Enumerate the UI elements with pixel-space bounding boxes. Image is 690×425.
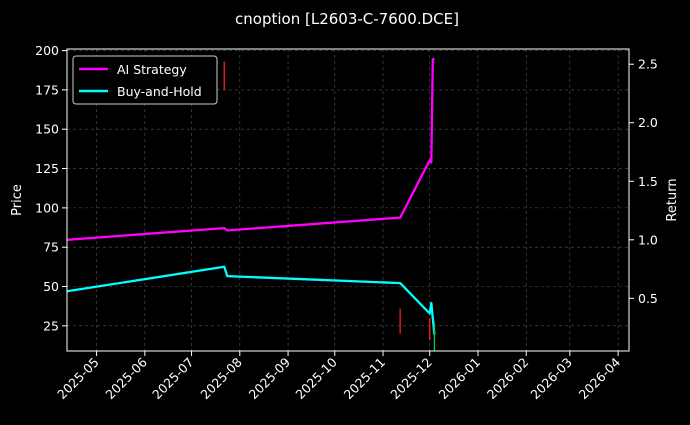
y-tick-label-left: 100 xyxy=(35,200,59,215)
marker-layer xyxy=(223,61,436,351)
y-tick-label-right: 2.0 xyxy=(638,115,658,130)
y-tick-label-left: 125 xyxy=(35,161,59,176)
y-tick-label-left: 200 xyxy=(35,43,59,58)
y-axis-label-right: Return xyxy=(665,178,680,221)
y-tick-label-left: 50 xyxy=(43,279,59,294)
legend-label-buy-and-hold: Buy-and-Hold xyxy=(117,84,202,99)
y-tick-label-left: 150 xyxy=(35,122,59,137)
legend: AI Strategy Buy-and-Hold xyxy=(72,55,218,105)
y-tick-label-right: 2.5 xyxy=(638,57,658,72)
y-tick-label-left: 75 xyxy=(43,240,59,255)
y-tick-label-left: 175 xyxy=(35,82,59,97)
grid xyxy=(67,49,629,351)
y-tick-label-right: 1.0 xyxy=(638,232,658,247)
y-tick-label-right: 0.5 xyxy=(638,291,658,306)
y-tick-label-left: 25 xyxy=(43,318,59,333)
legend-label-ai-strategy: AI Strategy xyxy=(117,62,187,77)
legend-box xyxy=(72,55,218,105)
y-axis-right: 0.5 1.0 1.5 2.0 2.5 xyxy=(629,57,658,306)
y-axis-label-left: Price xyxy=(10,184,25,216)
series-line-0 xyxy=(66,57,436,241)
series-line-1 xyxy=(66,265,436,335)
series-layer xyxy=(66,57,436,335)
y-axis-left: 25 50 75 100 125 150 175 200 xyxy=(35,43,67,333)
chart-title: cnoption [L2603-C-7600.DCE] xyxy=(235,10,459,28)
plot-frame xyxy=(66,48,630,352)
y-tick-label-right: 1.5 xyxy=(638,174,658,189)
